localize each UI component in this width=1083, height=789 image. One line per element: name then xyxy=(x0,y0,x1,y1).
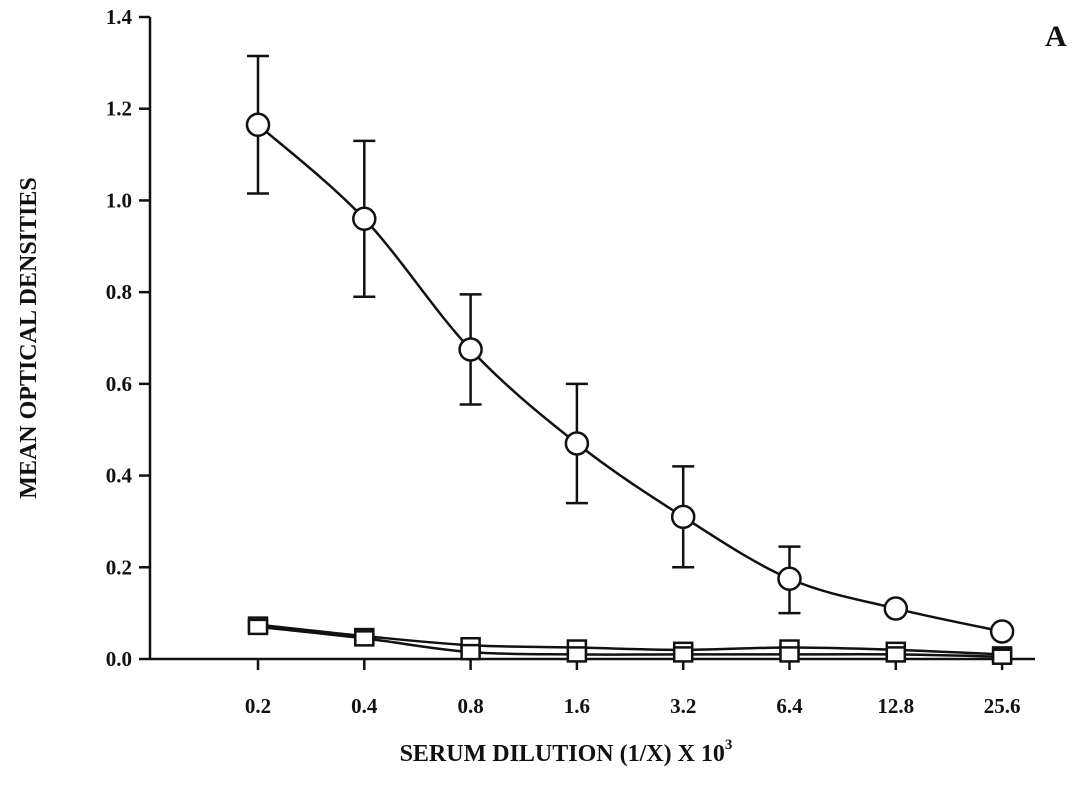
data-point xyxy=(991,648,1013,665)
x-tick-label: 0.8 xyxy=(457,694,483,718)
x-tick-label: 1.6 xyxy=(564,694,590,718)
data-point xyxy=(247,618,269,636)
series-line xyxy=(257,123,1003,633)
x-tick-label: 6.4 xyxy=(776,694,803,718)
data-point xyxy=(566,646,588,663)
x-tick-label: 12.8 xyxy=(877,694,914,718)
y-axis-title: MEAN OPTICAL DENSITIES xyxy=(16,177,42,498)
series-1 xyxy=(245,54,1015,644)
axes xyxy=(148,17,1035,661)
data-point xyxy=(779,646,800,663)
x-ticks: 0.2 0.4 0.8 1.6 3.2 6.4 12.8 25.6 xyxy=(245,659,1021,718)
y-tick-label: 0.0 xyxy=(106,647,132,671)
y-tick-label: 1.4 xyxy=(106,5,133,29)
y-tick-label: 0.4 xyxy=(106,464,133,488)
data-point xyxy=(883,596,909,621)
data-point xyxy=(777,566,802,591)
x-axis-title-superscript: 3 xyxy=(725,737,733,753)
y-tick-label: 1.2 xyxy=(106,97,132,121)
y-tick-label: 0.2 xyxy=(106,555,132,579)
data-point xyxy=(354,630,375,647)
data-point xyxy=(885,646,907,663)
data-point xyxy=(458,337,483,362)
x-tick-label: 0.2 xyxy=(245,694,271,718)
x-axis-title-text: SERUM DILUTION (1/X) X 10 xyxy=(400,741,725,767)
data-point xyxy=(352,206,377,232)
series-layer xyxy=(245,54,1015,665)
x-tick-label: 3.2 xyxy=(670,694,696,718)
data-point xyxy=(670,504,696,530)
data-point xyxy=(672,646,694,663)
y-tick-label: 0.8 xyxy=(106,280,132,304)
data-point xyxy=(989,619,1015,644)
panel-label: A xyxy=(1045,20,1067,53)
series-line xyxy=(257,625,1003,658)
x-tick-label: 0.4 xyxy=(351,694,378,718)
x-axis-title: SERUM DILUTION (1/X) X 103 xyxy=(400,737,733,767)
series-3 xyxy=(247,618,1013,665)
y-ticks: 0.0 0.2 0.4 0.6 0.8 1.0 1.2 1.4 xyxy=(106,5,150,671)
data-point xyxy=(245,112,271,138)
y-tick-label: 1.0 xyxy=(106,188,132,212)
y-tick-label: 0.6 xyxy=(106,372,132,396)
data-point xyxy=(564,431,590,456)
data-point xyxy=(460,643,481,661)
series-line xyxy=(257,623,1003,656)
x-tick-label: 25.6 xyxy=(984,694,1021,718)
